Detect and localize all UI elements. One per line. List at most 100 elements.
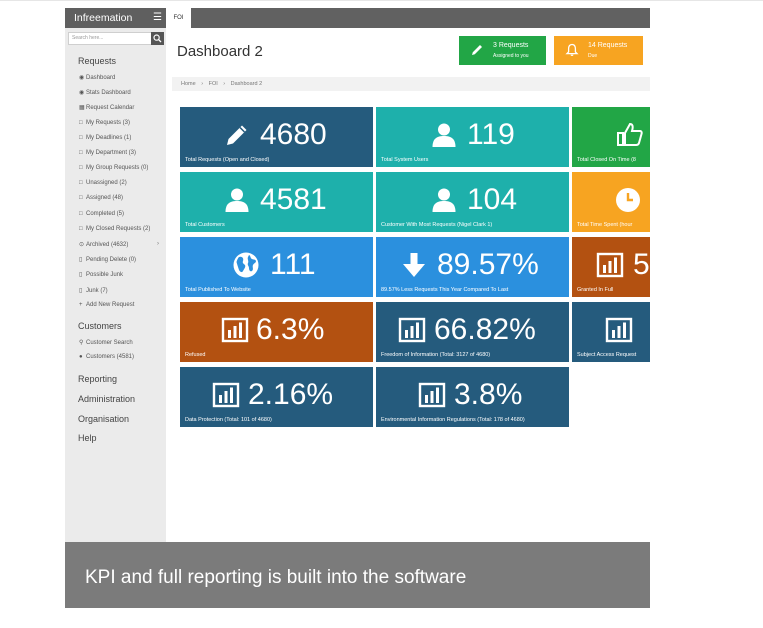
assigned-requests-button[interactable]: 3 Requests Assigned to you (459, 36, 546, 65)
plus-icon: + (79, 302, 83, 308)
bar-chart-icon (212, 382, 240, 408)
sidebar-heading-customers[interactable]: Customers (78, 321, 122, 331)
assigned-requests-count: 3 Requests (493, 42, 529, 49)
dashboard-icon: ◉ (79, 75, 85, 81)
folder-icon: □ (79, 150, 83, 156)
sidebar-item-customers[interactable]: ● Customers (4581) (79, 354, 135, 360)
sidebar-item-archived[interactable]: ⊙ Archived (4632) (79, 242, 129, 248)
sidebar-item-completed[interactable]: □ Completed (5) (79, 211, 125, 217)
kpi-value: 5 (633, 248, 650, 281)
kpi-value: 4581 (260, 183, 327, 216)
kpi-label: Subject Access Request (577, 352, 637, 358)
kpi-label: Freedom of Information (Total: 3127 of 4… (381, 352, 491, 358)
sidebar-item-customer-search[interactable]: ⚲ Customer Search (79, 340, 133, 346)
kpi-tile-foi[interactable]: 66.82% Freedom of Information (Total: 31… (376, 302, 569, 362)
app-brand[interactable]: Infreemation ☰ (65, 8, 166, 28)
kpi-label: 89.57% Less Requests This Year Compared … (381, 287, 509, 293)
app-title: Infreemation (74, 12, 133, 24)
kpi-tile-environmental[interactable]: 3.8% Environmental Information Regulatio… (376, 367, 569, 427)
thumbs-up-icon (617, 122, 643, 146)
kpi-value: 89.57% (437, 248, 539, 281)
kpi-value: 111 (270, 248, 316, 281)
kpi-label: Total Published To Website (185, 287, 251, 293)
folder-icon: □ (79, 165, 83, 171)
kpi-value: 66.82% (434, 313, 536, 346)
caption-bar: KPI and full reporting is built into the… (65, 542, 650, 608)
sidebar-item-stats-dashboard[interactable]: ◉ Stats Dashboard (79, 90, 131, 96)
sidebar-item-dashboard[interactable]: ◉ Dashboard (79, 75, 116, 81)
folder-icon: □ (79, 211, 83, 217)
kpi-tile-published[interactable]: 111 Total Published To Website (180, 237, 373, 297)
sidebar-item-pending-delete[interactable]: ▯ Pending Delete (0) (79, 257, 137, 263)
kpi-label: Total Closed On Time (8 (577, 157, 636, 163)
kpi-value: 3.8% (454, 378, 523, 411)
sidebar-item-add-new-request[interactable]: + Add New Request (79, 302, 135, 308)
kpi-tile-total-requests[interactable]: 4680 Total Requests (Open and Closed) (180, 107, 373, 167)
sidebar-item-request-calendar[interactable]: ▦Request Calendar (79, 105, 135, 111)
arrow-down-icon (403, 253, 425, 277)
kpi-value: 104 (467, 183, 518, 216)
kpi-tile-closed-on-time[interactable]: Total Closed On Time (8 (572, 107, 650, 167)
folder-icon: □ (79, 120, 83, 126)
due-requests-button[interactable]: 14 Requests Due (554, 36, 643, 65)
sidebar-item-my-deadlines[interactable]: □ My Deadlines (1) (79, 135, 132, 141)
sidebar-item-my-department[interactable]: □ My Department (3) (79, 150, 137, 156)
sidebar-heading-help[interactable]: Help (78, 433, 97, 443)
kpi-tile-year-comparison[interactable]: 89.57% 89.57% Less Requests This Year Co… (376, 237, 569, 297)
page-title: Dashboard 2 (177, 43, 263, 60)
caption-text: KPI and full reporting is built into the… (85, 567, 467, 588)
bell-icon (565, 43, 579, 56)
menu-icon[interactable]: ☰ (153, 12, 162, 23)
kpi-label: Environmental Information Regulations (T… (381, 417, 525, 423)
tab-bar (166, 8, 650, 28)
sidebar-heading-requests[interactable]: Requests (78, 56, 117, 66)
sidebar: Infreemation ☰ Search here... Requests ◉… (65, 8, 166, 542)
breadcrumb-separator: › (223, 81, 226, 87)
bar-chart-icon (418, 382, 446, 408)
kpi-tile-granted-in-full[interactable]: 5 Granted In Full (572, 237, 650, 297)
search-input[interactable]: Search here... (68, 32, 153, 45)
screenshot-frame: Infreemation ☰ Search here... Requests ◉… (65, 8, 650, 608)
sidebar-item-possible-junk[interactable]: ▯ Possible Junk (79, 272, 124, 278)
sidebar-item-unassigned[interactable]: □ Unassigned (2) (79, 180, 127, 186)
kpi-label: Data Protection (Total: 101 of 4680) (185, 417, 272, 423)
due-requests-caption: Due (588, 53, 598, 59)
bar-chart-icon (596, 252, 624, 278)
trash-icon: ▯ (79, 288, 83, 294)
sidebar-item-assigned[interactable]: □ Assigned (48) (79, 195, 124, 201)
user-icon (432, 123, 456, 147)
kpi-tile-total-customers[interactable]: 4581 Total Customers (180, 172, 373, 232)
kpi-tile-top-customer[interactable]: 104 Customer With Most Requests (Nigel C… (376, 172, 569, 232)
tab-foi[interactable]: FOI (166, 8, 191, 28)
sidebar-heading-reporting[interactable]: Reporting (78, 374, 118, 384)
user-icon (432, 188, 456, 212)
sidebar-heading-administration[interactable]: Administration (78, 394, 136, 404)
folder-icon: □ (79, 180, 83, 186)
kpi-tile-subject-access[interactable]: Subject Access Request (572, 302, 650, 362)
sidebar-item-junk[interactable]: ▯ Junk (7) (79, 288, 108, 294)
sidebar-item-my-requests[interactable]: □ My Requests (3) (79, 120, 131, 126)
assigned-requests-caption: Assigned to you (493, 53, 529, 59)
kpi-value: 4680 (260, 118, 327, 151)
chevron-right-icon[interactable]: › (157, 241, 159, 247)
clock-icon (616, 188, 640, 212)
user-icon: ● (79, 354, 83, 360)
bar-chart-icon (398, 317, 426, 343)
kpi-tile-data-protection[interactable]: 2.16% Data Protection (Total: 101 of 468… (180, 367, 373, 427)
kpi-label: Granted In Full (577, 287, 614, 293)
sidebar-item-my-group-requests[interactable]: □ My Group Requests (0) (79, 165, 149, 171)
globe-icon (233, 252, 259, 278)
kpi-label: Total Requests (Open and Closed) (185, 157, 270, 163)
search-icon: ⚲ (79, 340, 84, 346)
kpi-label: Total Customers (185, 222, 225, 228)
breadcrumb-separator: › (201, 81, 204, 87)
kpi-tile-system-users[interactable]: 119 Total System Users (376, 107, 569, 167)
kpi-label: Customer With Most Requests (Nigel Clark… (381, 222, 493, 228)
search-button[interactable] (151, 32, 164, 45)
sidebar-item-my-closed-requests[interactable]: □ My Closed Requests (2) (79, 226, 151, 232)
kpi-tile-refused[interactable]: 6.3% Refused (180, 302, 373, 362)
sidebar-heading-organisation[interactable]: Organisation (78, 414, 130, 424)
breadcrumb-home[interactable]: Home (181, 81, 196, 87)
kpi-tile-time-spent[interactable]: Total Time Spent (hour (572, 172, 650, 232)
breadcrumb-section[interactable]: FOI (208, 81, 218, 87)
